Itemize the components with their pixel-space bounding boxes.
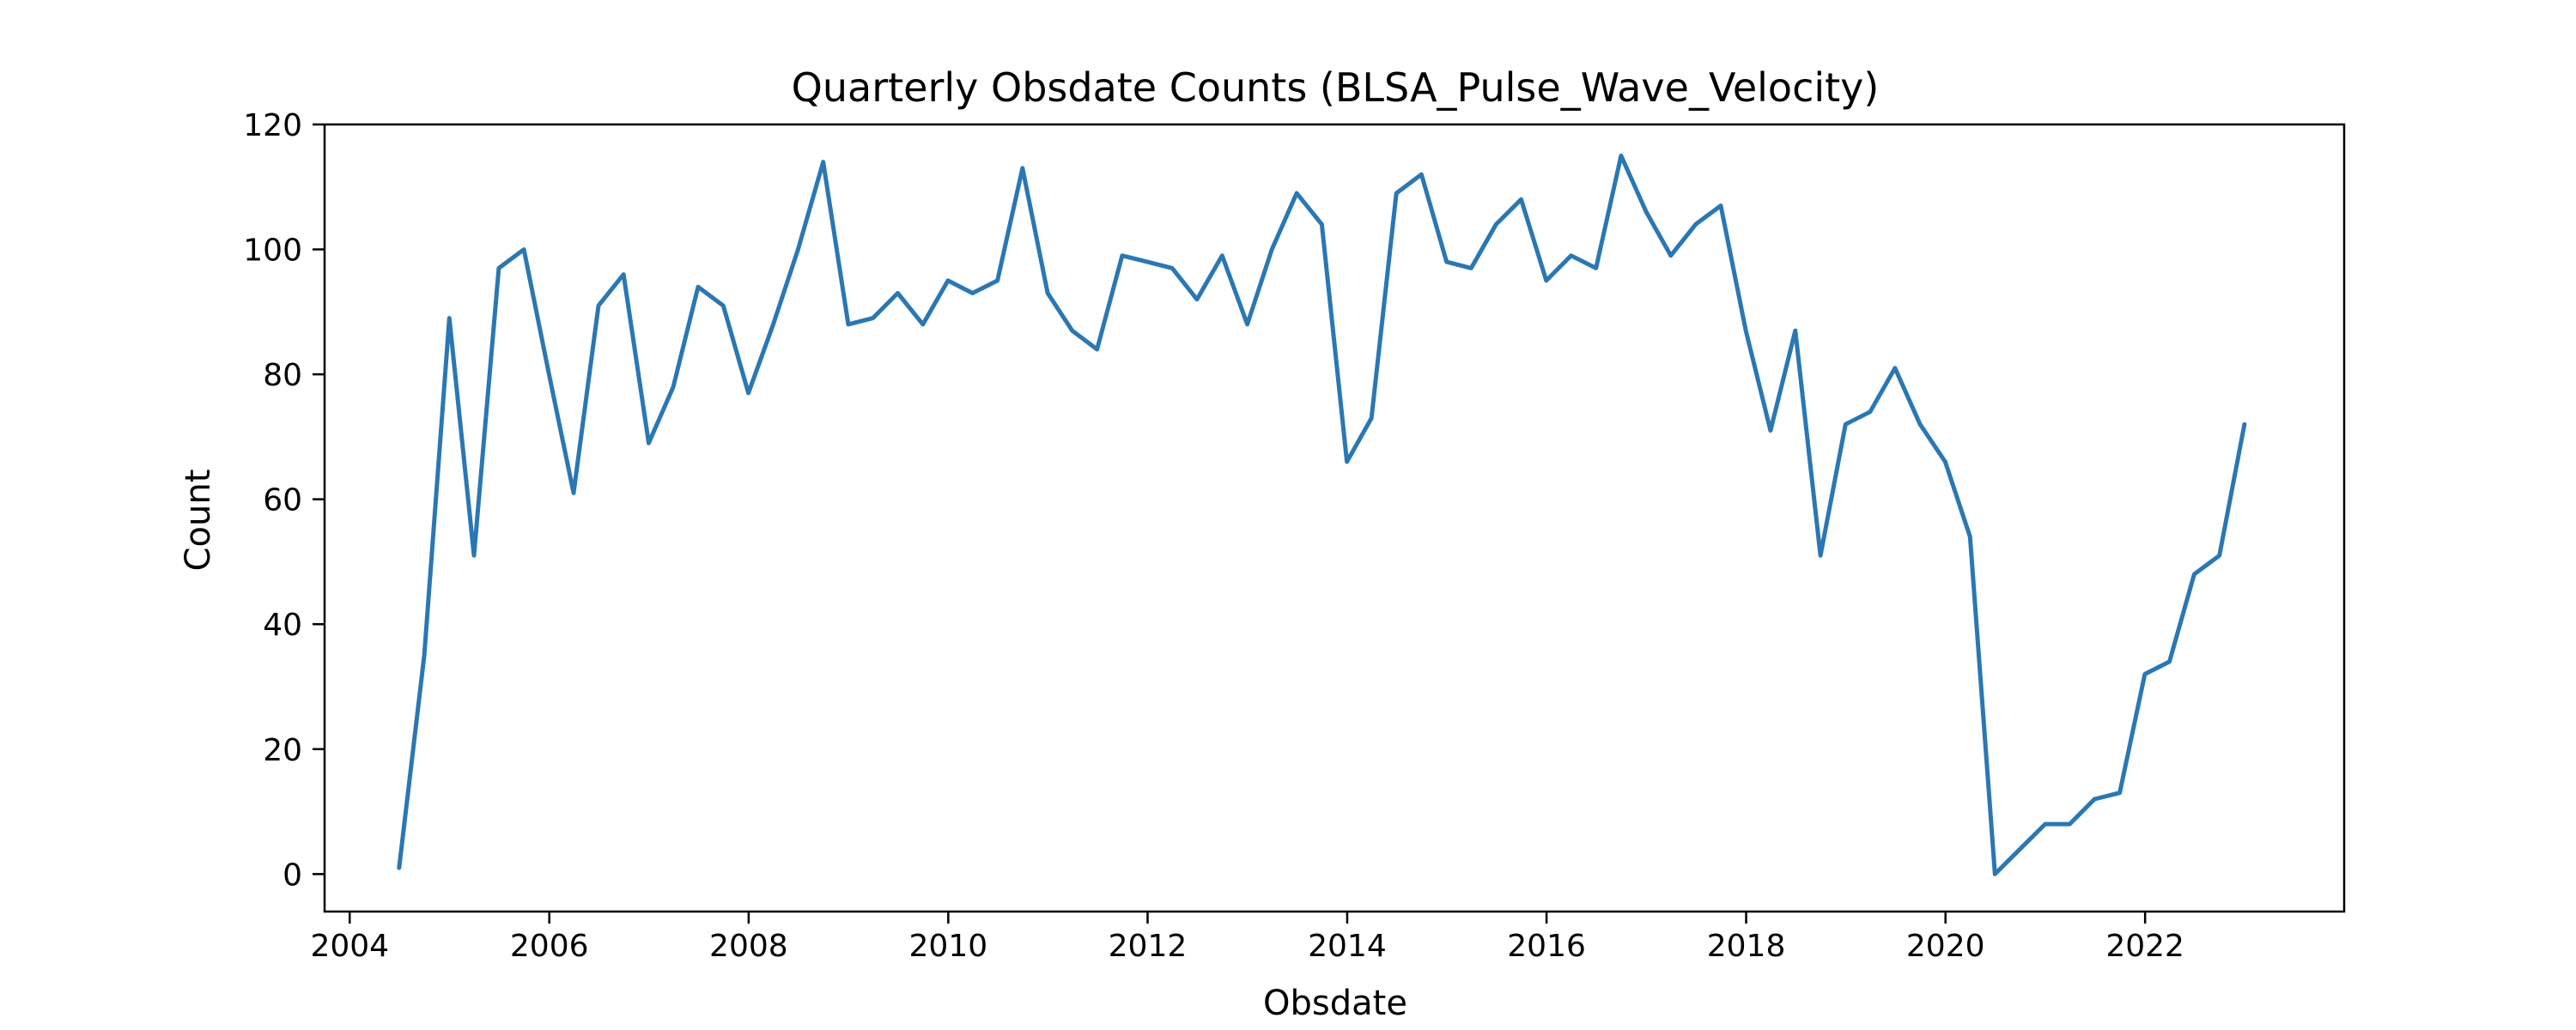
- x-tick-label: 2004: [310, 929, 389, 964]
- plot-area: 2004 2006 2008 2010 2012 2014 2016 2018 2020 2022…: [243, 108, 2346, 964]
- x-tick-label: 2012: [1109, 929, 1188, 964]
- x-tick-label: 2020: [1906, 929, 1985, 964]
- x-tick-label: 2022: [2105, 929, 2184, 964]
- y-tick-label: 60: [263, 483, 302, 518]
- y-axis-label: Count: [179, 470, 218, 572]
- chart-title: Quarterly Obsdate Counts (BLSA_Pulse_Wav…: [792, 64, 1880, 111]
- x-axis-label: Obsdate: [1263, 984, 1407, 1023]
- x-tick-label: 2014: [1308, 929, 1387, 964]
- x-tick-label: 2008: [709, 929, 788, 964]
- x-tick-label: 2010: [909, 929, 988, 964]
- series-line-0: [397, 153, 2247, 876]
- y-tick-label: 40: [263, 608, 302, 643]
- plot-frame: [323, 123, 2346, 913]
- y-tick-label: 100: [243, 233, 302, 269]
- y-tick-label: 120: [243, 108, 302, 143]
- y-tick-label: 80: [263, 358, 302, 393]
- y-tick-label: 20: [263, 733, 302, 768]
- y-tick-label: 0: [283, 857, 302, 893]
- x-tick-label: 2006: [510, 929, 589, 964]
- x-tick-label: 2018: [1707, 929, 1786, 964]
- x-tick-label: 2016: [1507, 929, 1586, 964]
